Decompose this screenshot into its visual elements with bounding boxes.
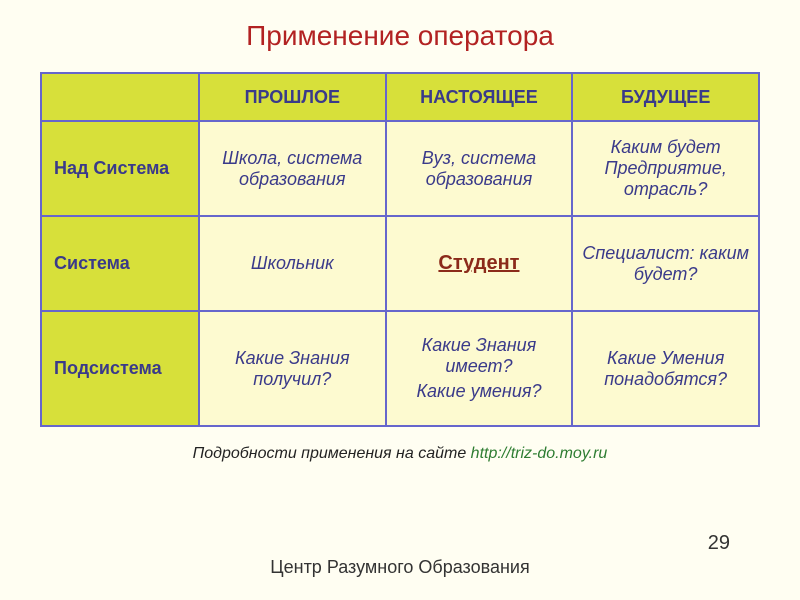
cell: Какие Знания получил? (199, 311, 386, 426)
cell-highlight: Студент (386, 216, 573, 311)
cell-line: Какие Знания имеет? (393, 335, 566, 377)
row-label-supersystem: Над Система (41, 121, 199, 216)
operator-table: ПРОШЛОЕ НАСТОЯЩЕЕ БУДУЩЕЕ Над Система Шк… (40, 72, 760, 427)
caption-prefix: Подробности применения на сайте (193, 445, 471, 462)
caption-link[interactable]: http://triz-do.moy.ru (471, 445, 608, 462)
caption: Подробности применения на сайте http://t… (40, 445, 760, 463)
col-header-future: БУДУЩЕЕ (572, 73, 759, 121)
cell: Каким будет Предприятие, отрасль? (572, 121, 759, 216)
cell: Вуз, система образования (386, 121, 573, 216)
table-row: Над Система Школа, система образования В… (41, 121, 759, 216)
table-row: Система Школьник Студент Специалист: как… (41, 216, 759, 311)
table-row: Подсистема Какие Знания получил? Какие З… (41, 311, 759, 426)
cell-multi: Какие Знания имеет? Какие умения? (386, 311, 573, 426)
row-label-system: Система (41, 216, 199, 311)
row-label-subsystem: Подсистема (41, 311, 199, 426)
col-header-past: ПРОШЛОЕ (199, 73, 386, 121)
cell: Школьник (199, 216, 386, 311)
page-number: 29 (708, 532, 730, 555)
corner-cell (41, 73, 199, 121)
cell: Какие Умения понадобятся? (572, 311, 759, 426)
col-header-present: НАСТОЯЩЕЕ (386, 73, 573, 121)
table-header-row: ПРОШЛОЕ НАСТОЯЩЕЕ БУДУЩЕЕ (41, 73, 759, 121)
cell-line: Какие умения? (393, 381, 566, 402)
slide-title: Применение оператора (40, 20, 760, 52)
slide: Применение оператора ПРОШЛОЕ НАСТОЯЩЕЕ Б… (0, 0, 800, 600)
cell: Специалист: каким будет? (572, 216, 759, 311)
cell: Школа, система образования (199, 121, 386, 216)
footer-text: Центр Разумного Образования (0, 557, 800, 578)
